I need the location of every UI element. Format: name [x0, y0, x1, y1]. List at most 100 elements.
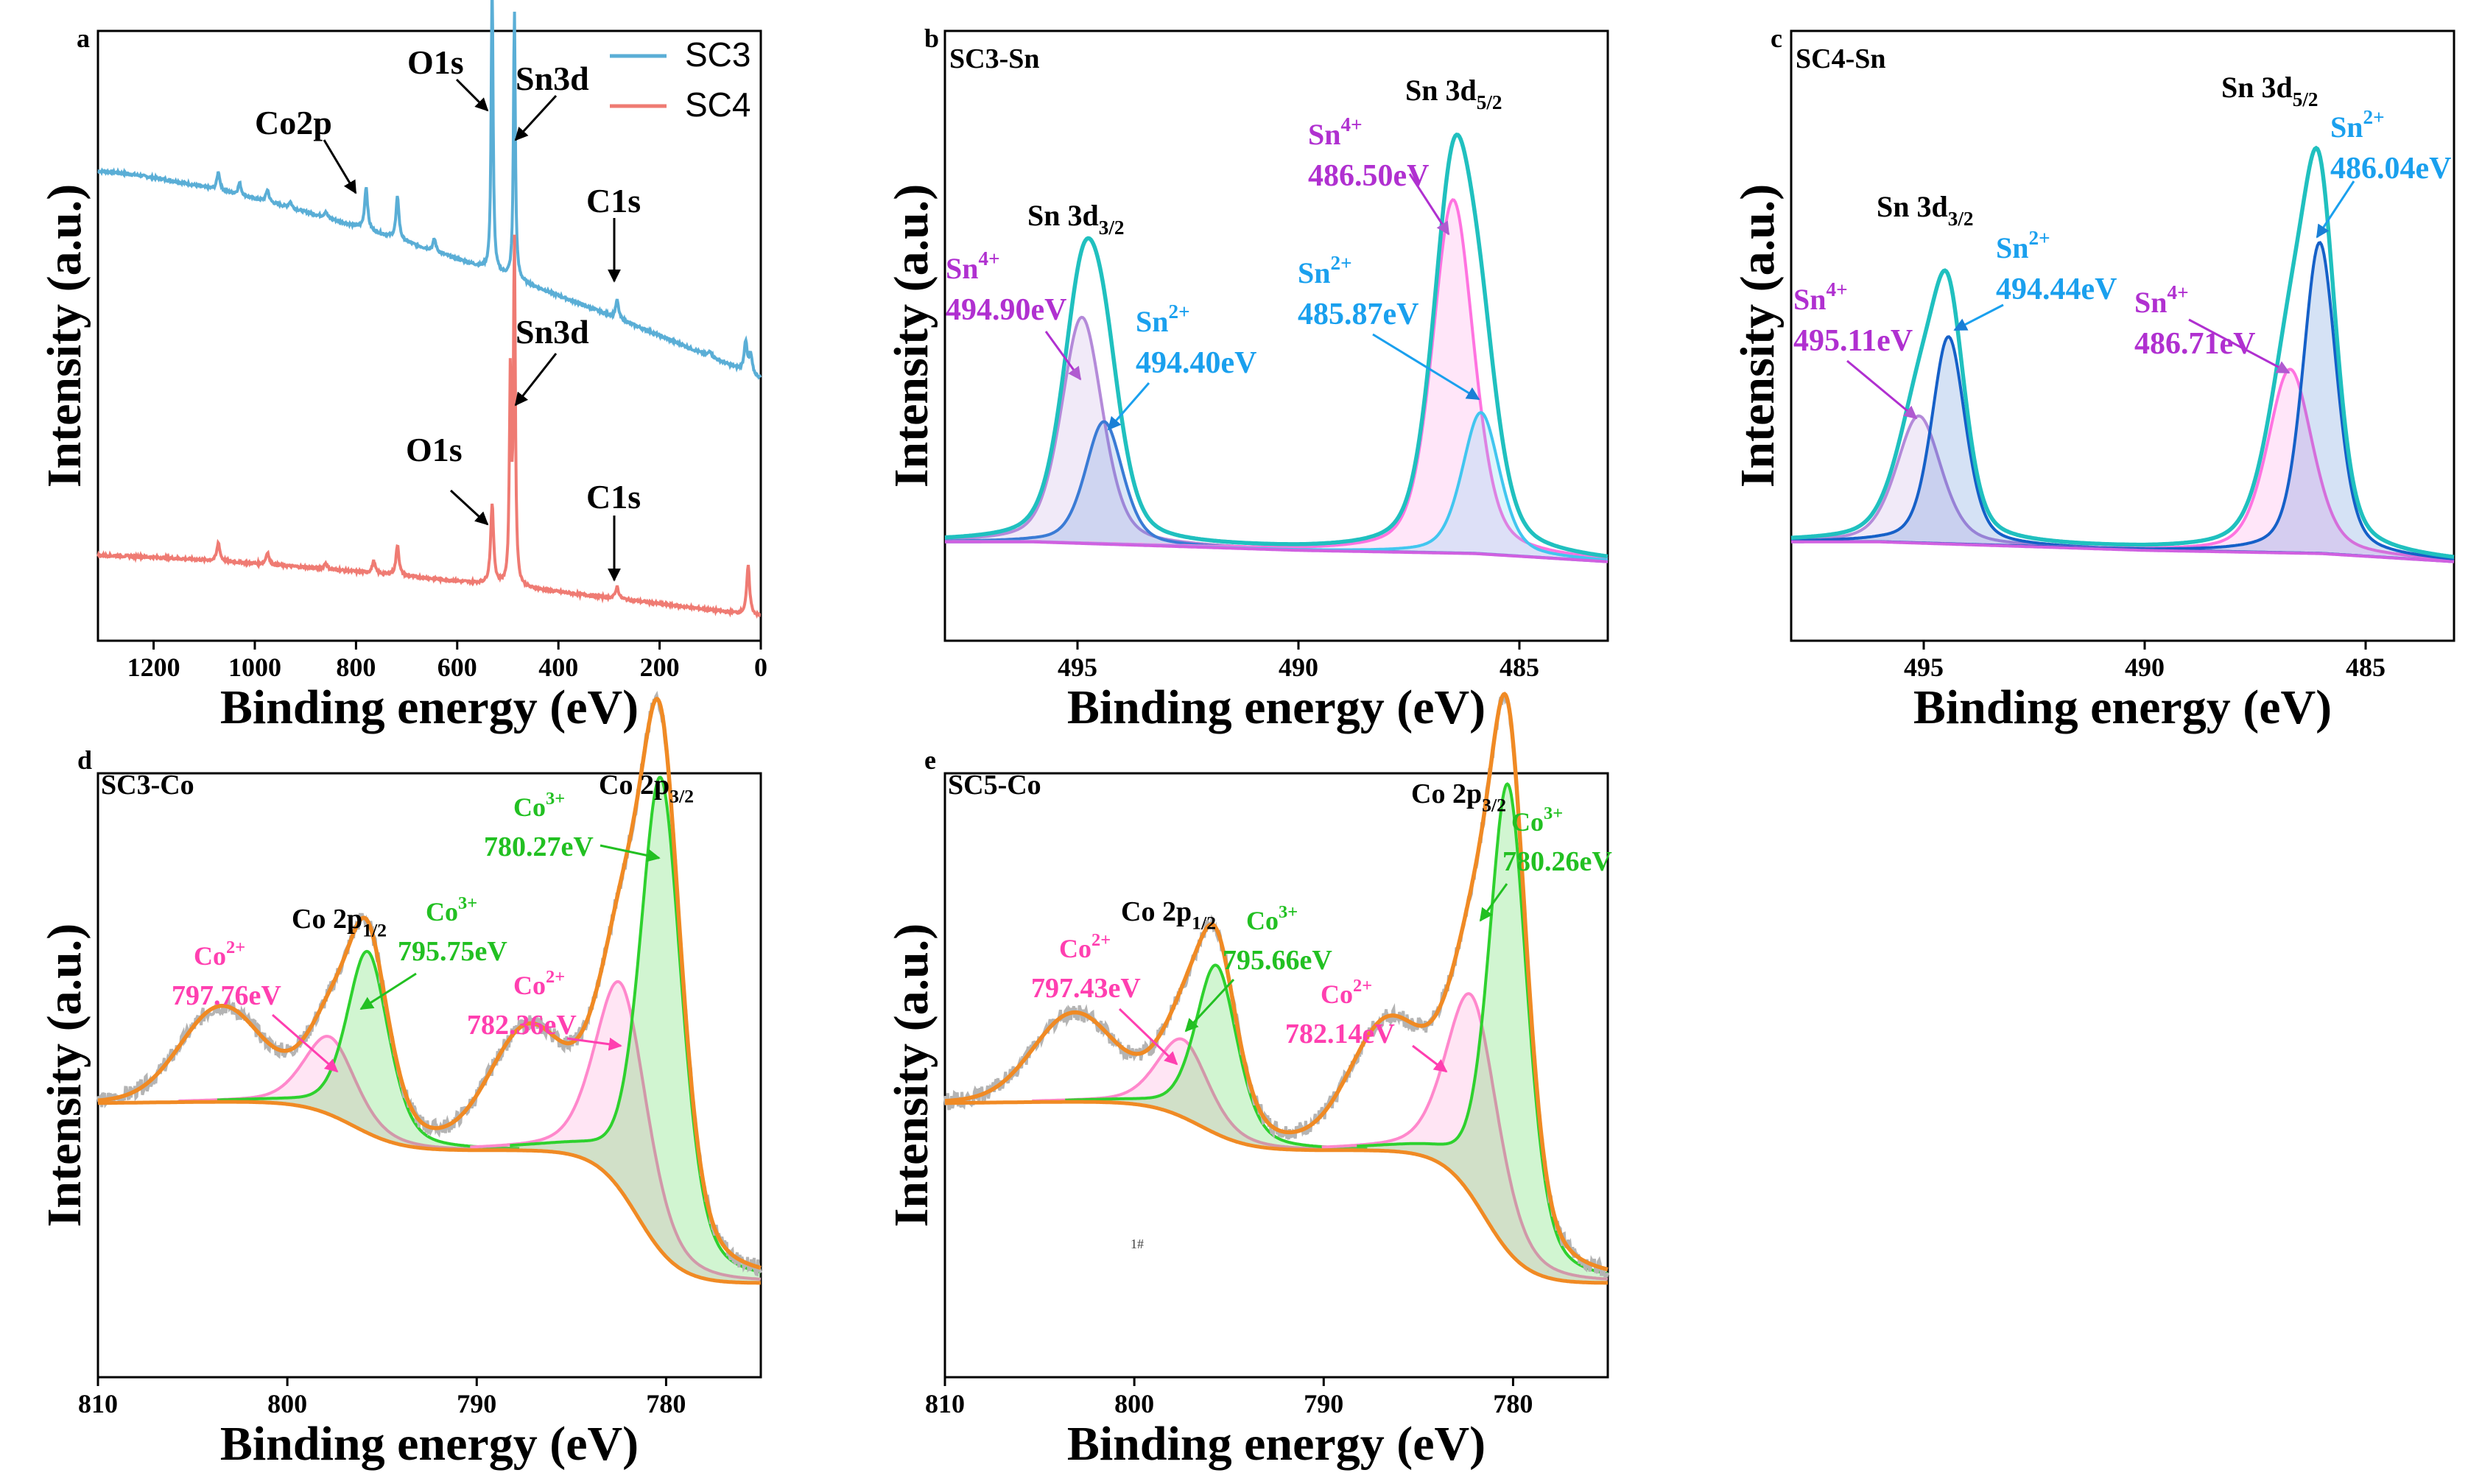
- annotation-arrow: [455, 78, 489, 112]
- x-axis-label: Binding energy (eV): [1067, 681, 1486, 734]
- annotation-arrow: [2316, 180, 2355, 239]
- peak-annotation: C1s: [586, 478, 641, 516]
- panel-label-d: d: [77, 745, 92, 775]
- x-tick-label: 800: [267, 1389, 307, 1418]
- background-line: [97, 1100, 761, 1285]
- component-fill: [1032, 1038, 1335, 1150]
- binding-energy-value: 486.71eV: [2134, 327, 2255, 361]
- binding-energy-value: 782.14eV: [1285, 1019, 1395, 1049]
- plot-frame: [943, 29, 1609, 642]
- envelope-line: [1790, 145, 2455, 559]
- species-label: Sn4+: [1793, 278, 1848, 316]
- x-tick-label: 490: [1279, 653, 1318, 682]
- annotation-arrow: [1107, 382, 1150, 431]
- species-label: Sn2+: [2330, 106, 2385, 144]
- y-axis-label: Intensity (a.u.): [38, 924, 91, 1228]
- binding-energy-value: 494.44eV: [1996, 272, 2117, 306]
- binding-energy-value: 486.04eV: [2330, 152, 2451, 186]
- legend-entry: SC3: [685, 35, 750, 74]
- x-tick-label: 490: [2125, 653, 2165, 682]
- annotation-arrow: [323, 139, 357, 194]
- x-axis-label: Binding energy (eV): [220, 681, 639, 734]
- x-tick-label: 200: [640, 653, 680, 682]
- x-tick-label: 495: [1904, 653, 1944, 682]
- species-label: Sn2+: [1298, 252, 1352, 289]
- x-tick-label: 485: [2346, 653, 2386, 682]
- y-axis-label: Intensity (a.u.): [885, 184, 938, 488]
- annotation-arrow: [1408, 173, 1450, 236]
- binding-energy-value: 486.50eV: [1308, 159, 1429, 193]
- x-tick-label: 485: [1500, 653, 1539, 682]
- species-label: Sn2+: [1136, 300, 1190, 338]
- x-axis-label: Binding energy (eV): [1913, 681, 2332, 734]
- legend-entry: SC4: [685, 85, 750, 124]
- component-fill: [470, 981, 761, 1283]
- binding-energy-value: 495.11eV: [1793, 324, 1913, 358]
- binding-energy-value: 795.75eV: [398, 936, 507, 967]
- component-peak-1: [1065, 963, 1368, 1150]
- binding-energy-value: 782.36eV: [467, 1010, 577, 1041]
- background-line: [944, 1100, 1608, 1285]
- envelope-line: [944, 132, 1609, 559]
- panel-title: SC4-Sn: [1796, 43, 1886, 74]
- binding-energy-value: 494.90eV: [946, 293, 1066, 327]
- component-fill: [945, 317, 1608, 562]
- species-label: Co2+: [1321, 976, 1372, 1009]
- component-peak-1: [217, 949, 520, 1150]
- peak-group-label: Co 2p1/2: [292, 904, 387, 940]
- annotation-arrow: [1412, 1044, 1448, 1073]
- fit-envelope: [944, 692, 1609, 1272]
- series-line-SC4: [96, 234, 762, 619]
- plot-frame: [96, 29, 762, 642]
- peak-group-label: Co 2p3/2: [599, 770, 694, 806]
- x-tick-label: 1200: [127, 653, 180, 682]
- plot-frame: [943, 772, 1609, 1379]
- peak-group-label: Sn 3d3/2: [1877, 190, 1974, 230]
- species-label: Sn4+: [946, 247, 1000, 285]
- component-fill: [945, 200, 1608, 562]
- x-tick-label: 790: [1304, 1389, 1343, 1418]
- plot-frame: [1790, 29, 2455, 642]
- series-line-SC3: [97, 0, 762, 380]
- peak-group-label: Sn 3d3/2: [1027, 199, 1125, 239]
- component-fill: [217, 951, 520, 1150]
- panel-label-a: a: [77, 24, 90, 53]
- x-tick-label: 780: [646, 1389, 686, 1418]
- x-tick-label: 780: [1493, 1389, 1533, 1418]
- annotation-arrow: [2188, 318, 2291, 374]
- annotation-arrow: [1846, 359, 1918, 420]
- peak-group-label: Sn 3d5/2: [1405, 74, 1502, 113]
- panel-a: 1200 1000 800 600 400 200 0 Binding energy (eV)…: [38, 0, 767, 734]
- background-line: [945, 540, 1609, 563]
- panel-title: SC3-Co: [101, 770, 194, 801]
- species-label: Sn4+: [1308, 113, 1363, 151]
- species-label: Co3+: [426, 893, 477, 926]
- x-tick-label: 790: [457, 1389, 496, 1418]
- panel-title: SC5-Co: [948, 770, 1041, 801]
- component-peak-2: [1321, 992, 1609, 1281]
- component-peak-3: [1357, 782, 1609, 1276]
- peak-annotation: C1s: [586, 182, 641, 219]
- y-axis-label: Intensity (a.u.): [1731, 184, 1785, 488]
- annotation-arrow: [566, 1037, 622, 1051]
- component-fill: [178, 1036, 481, 1150]
- panel-c: 495 490 485 Binding energy (eV) Intensity (a…: [1731, 24, 2455, 734]
- x-tick-label: 800: [1114, 1389, 1154, 1418]
- x-axis-label: Binding energy (eV): [1067, 1417, 1486, 1471]
- panel-b: 495 490 485 Binding energy (eV) Intensity (a…: [885, 24, 1609, 734]
- peak-annotation: O1s: [406, 431, 463, 468]
- fit-envelope: [97, 696, 762, 1270]
- annotation-arrow: [1953, 303, 2004, 331]
- x-tick-label: 0: [754, 653, 767, 682]
- x-tick-label: 810: [925, 1389, 965, 1418]
- binding-energy-value: 780.26eV: [1502, 846, 1612, 877]
- x-tick-label: 810: [78, 1389, 118, 1418]
- annotation-arrow: [1479, 883, 1508, 922]
- annotation-arrow: [600, 844, 661, 862]
- species-label: Co2+: [513, 967, 565, 1000]
- annotation-arrow: [1118, 1007, 1178, 1066]
- binding-energy-value: 797.76eV: [172, 980, 281, 1011]
